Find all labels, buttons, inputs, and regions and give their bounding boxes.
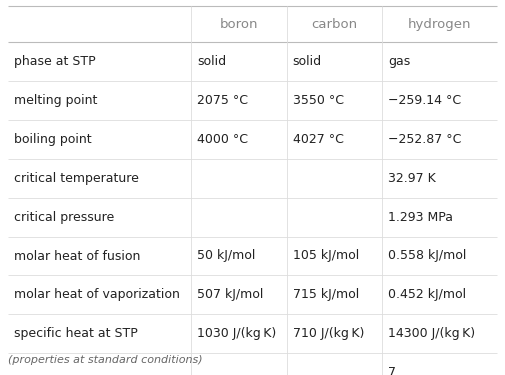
Text: solid: solid: [293, 55, 322, 68]
Text: (properties at standard conditions): (properties at standard conditions): [8, 355, 203, 365]
Text: 0.452 kJ/mol: 0.452 kJ/mol: [388, 288, 466, 302]
Text: 105 kJ/mol: 105 kJ/mol: [293, 249, 359, 262]
Text: specific heat at STP: specific heat at STP: [14, 327, 138, 340]
Text: −252.87 °C: −252.87 °C: [388, 133, 462, 146]
Text: critical pressure: critical pressure: [14, 211, 114, 224]
Text: melting point: melting point: [14, 94, 97, 107]
Text: hydrogen: hydrogen: [408, 18, 471, 30]
Text: 1.293 MPa: 1.293 MPa: [388, 211, 453, 224]
Text: −259.14 °C: −259.14 °C: [388, 94, 461, 107]
Text: molar heat of fusion: molar heat of fusion: [14, 249, 140, 262]
Text: boron: boron: [220, 18, 258, 30]
Text: 3550 °C: 3550 °C: [293, 94, 344, 107]
Text: molar heat of vaporization: molar heat of vaporization: [14, 288, 180, 302]
Text: 4027 °C: 4027 °C: [293, 133, 343, 146]
Text: critical temperature: critical temperature: [14, 172, 139, 185]
Text: 710 J/(kg K): 710 J/(kg K): [293, 327, 364, 340]
Text: phase at STP: phase at STP: [14, 55, 95, 68]
Text: 2075 °C: 2075 °C: [197, 94, 248, 107]
Text: solid: solid: [197, 55, 227, 68]
Text: 507 kJ/mol: 507 kJ/mol: [197, 288, 264, 302]
Text: 7: 7: [388, 366, 396, 375]
Text: 14300 J/(kg K): 14300 J/(kg K): [388, 327, 475, 340]
Text: 32.97 K: 32.97 K: [388, 172, 436, 185]
Text: gas: gas: [388, 55, 411, 68]
Text: 0.558 kJ/mol: 0.558 kJ/mol: [388, 249, 467, 262]
Text: carbon: carbon: [312, 18, 358, 30]
Text: 1030 J/(kg K): 1030 J/(kg K): [197, 327, 277, 340]
Text: boiling point: boiling point: [14, 133, 91, 146]
Text: 4000 °C: 4000 °C: [197, 133, 248, 146]
Text: 715 kJ/mol: 715 kJ/mol: [293, 288, 359, 302]
Text: 50 kJ/mol: 50 kJ/mol: [197, 249, 256, 262]
